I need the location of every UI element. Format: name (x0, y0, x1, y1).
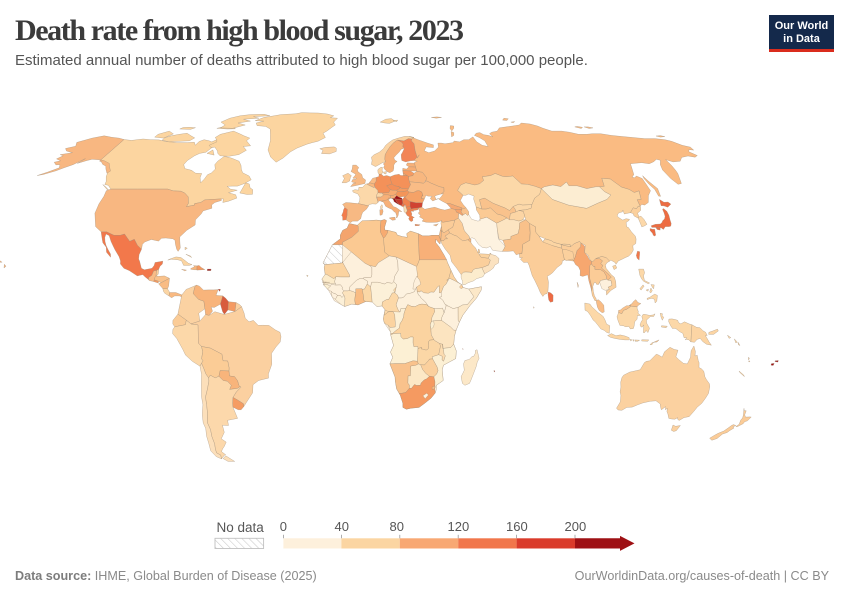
svg-text:80: 80 (390, 519, 404, 534)
svg-text:120: 120 (448, 519, 470, 534)
svg-text:160: 160 (506, 519, 528, 534)
svg-text:No data: No data (217, 520, 265, 535)
svg-text:200: 200 (565, 519, 587, 534)
svg-text:40: 40 (335, 519, 349, 534)
svg-text:0: 0 (280, 519, 287, 534)
